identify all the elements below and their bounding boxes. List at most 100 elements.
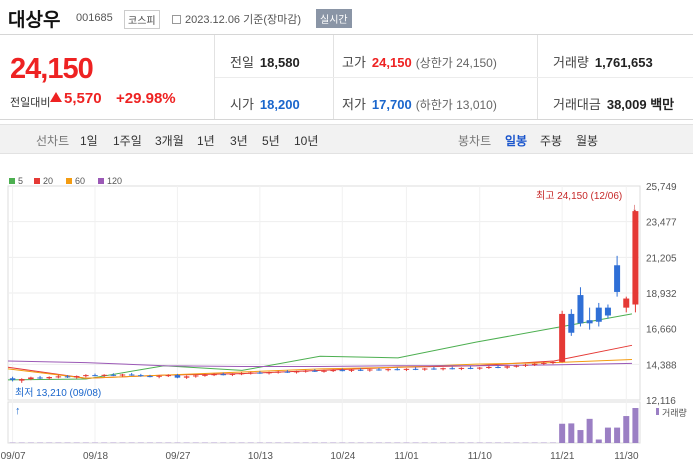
volume-legend: 거래량 bbox=[662, 407, 687, 418]
candle-body bbox=[357, 369, 364, 371]
candle-body bbox=[422, 368, 428, 370]
volume-bar bbox=[604, 427, 611, 443]
x-tick-label: 10/24 bbox=[330, 451, 355, 462]
period-5y-button[interactable]: 5년 bbox=[262, 134, 280, 148]
legend-swatch bbox=[66, 178, 72, 184]
up-arrow-icon bbox=[50, 92, 62, 102]
y-tick-label: 25,749 bbox=[646, 182, 677, 193]
ma-line-20 bbox=[7, 344, 633, 379]
x-tick-label: 09/07 bbox=[1, 451, 26, 462]
high-annotation: 최고 24,150 (12/06) bbox=[536, 190, 622, 202]
period-1d-button[interactable]: 1일 bbox=[80, 134, 98, 148]
ma-line-5 bbox=[7, 313, 633, 381]
candle-body bbox=[257, 372, 263, 374]
candle-body bbox=[339, 370, 346, 372]
candle-body bbox=[229, 373, 236, 375]
candle-body bbox=[394, 369, 401, 371]
change-label: 전일대비 bbox=[10, 97, 51, 109]
daily-candle-button[interactable]: 일봉 bbox=[505, 134, 528, 148]
legend-ma60: 60 bbox=[66, 176, 85, 186]
candle-body bbox=[238, 373, 245, 375]
candle-body bbox=[495, 366, 501, 368]
stock-header: 대상우 001685 코스피 2023.12.06 기준(장마감) 실시간 bbox=[0, 0, 693, 34]
change-value: 5,570 bbox=[64, 90, 102, 107]
x-tick-label: 09/18 bbox=[83, 451, 108, 462]
candle-body bbox=[312, 370, 318, 372]
x-tick-label: 11/01 bbox=[394, 451, 419, 462]
line-chart-label: 선차트 bbox=[36, 134, 70, 148]
period-3m-button[interactable]: 3개월 bbox=[155, 134, 184, 148]
high-price: 고가 24,150 (상한가 24,150) bbox=[342, 55, 497, 70]
stock-name: 대상우 bbox=[8, 10, 61, 31]
candle-body bbox=[101, 374, 107, 376]
period-1w-button[interactable]: 1주일 bbox=[113, 134, 142, 148]
candle-body bbox=[467, 367, 474, 369]
candle-body bbox=[568, 313, 575, 333]
candle-body bbox=[586, 320, 593, 324]
candle-body bbox=[632, 211, 639, 305]
candle-body bbox=[266, 372, 272, 374]
weekly-candle-button[interactable]: 주봉 bbox=[540, 134, 563, 148]
low-arrow-icon: ↑ bbox=[15, 405, 21, 417]
candle-body bbox=[449, 368, 455, 370]
high-arrow-icon: ↓ bbox=[632, 202, 638, 214]
legend-swatch bbox=[34, 178, 40, 184]
candle-body bbox=[513, 365, 520, 367]
candle-body bbox=[55, 376, 62, 378]
candle-body bbox=[550, 361, 556, 363]
calendar-icon bbox=[172, 15, 181, 24]
candle-body bbox=[321, 370, 327, 372]
x-tick-label: 11/21 bbox=[550, 451, 575, 462]
volume-bar bbox=[632, 408, 639, 443]
candle-body bbox=[73, 376, 80, 378]
monthly-candle-button[interactable]: 월봉 bbox=[576, 134, 599, 148]
volume-bar bbox=[577, 430, 584, 443]
candle-body bbox=[293, 371, 300, 373]
realtime-button[interactable]: 실시간 bbox=[316, 9, 352, 28]
low-annotation: 최저 13,210 (09/08) bbox=[15, 387, 101, 399]
candle-body bbox=[110, 374, 117, 376]
volume-frame bbox=[7, 401, 641, 444]
x-tick-label: 10/13 bbox=[248, 451, 273, 462]
y-tick-label: 16,660 bbox=[646, 325, 677, 336]
volume-bar bbox=[623, 416, 630, 443]
candle-body bbox=[37, 377, 43, 379]
period-10y-button[interactable]: 10년 bbox=[294, 134, 319, 148]
date-text: 2023.12.06 기준(장마감) bbox=[185, 14, 302, 26]
period-1y-button[interactable]: 1년 bbox=[197, 134, 215, 148]
legend-ma5: 5 bbox=[9, 176, 23, 186]
y-tick-label: 21,205 bbox=[646, 253, 677, 264]
candle-body bbox=[412, 368, 419, 370]
y-tick-label: 12,116 bbox=[646, 396, 676, 407]
candle-body bbox=[385, 369, 391, 371]
quote-panel: 24,150 전일대비 5,570 +29.98% 전일 18,580 고가 24,… bbox=[0, 34, 693, 120]
candle-body bbox=[64, 376, 71, 378]
candle-body bbox=[83, 375, 89, 377]
x-tick-label: 11/10 bbox=[468, 451, 493, 462]
period-3y-button[interactable]: 3년 bbox=[230, 134, 248, 148]
open-price: 시가 18,200 bbox=[230, 97, 300, 112]
candle-body bbox=[559, 313, 566, 362]
x-tick-label: 11/30 bbox=[614, 451, 639, 462]
candle-body bbox=[403, 368, 410, 370]
legend-ma20: 20 bbox=[34, 176, 53, 186]
volume-bar bbox=[595, 439, 602, 443]
candle-body bbox=[577, 295, 584, 324]
candle-body bbox=[46, 377, 52, 379]
candle-body bbox=[348, 369, 355, 371]
candle-body bbox=[247, 372, 254, 374]
candle-body bbox=[138, 375, 144, 377]
candle-body bbox=[147, 376, 153, 378]
candle-body bbox=[211, 374, 217, 376]
candle-body bbox=[28, 377, 34, 380]
candle-body bbox=[220, 374, 226, 376]
candle-body bbox=[614, 265, 621, 292]
candle-body bbox=[367, 369, 373, 371]
candle-body bbox=[18, 379, 25, 381]
candle-body bbox=[541, 362, 547, 364]
legend-swatch bbox=[9, 178, 15, 184]
candle-body bbox=[119, 374, 126, 376]
market-badge: 코스피 bbox=[124, 10, 160, 29]
candle-body bbox=[522, 364, 529, 366]
